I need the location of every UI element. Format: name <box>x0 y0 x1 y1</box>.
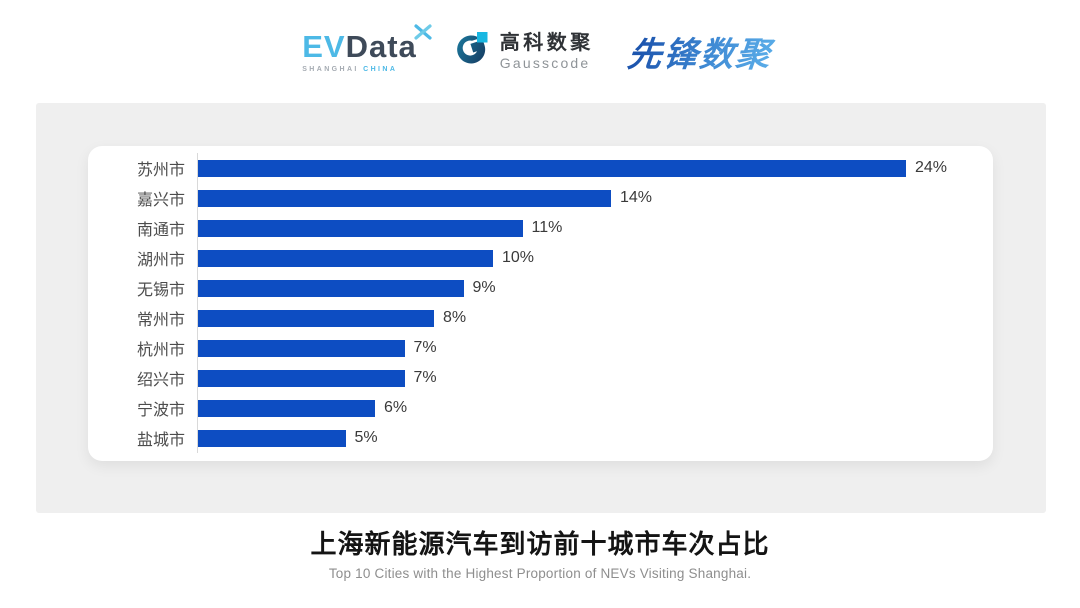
bar-zone: 14% <box>197 183 993 213</box>
chart-card: 苏州市 24% 嘉兴市 14% 南通市 11% 湖州市 10% 无锡市 9% 常州市 8% 杭州市 7% 绍… <box>88 146 993 461</box>
bar-zone: 24% <box>197 153 993 183</box>
chart-row: 嘉兴市 14% <box>88 183 993 213</box>
bar <box>198 249 493 267</box>
chart-row: 湖州市 10% <box>88 243 993 273</box>
category-label: 苏州市 <box>136 162 185 179</box>
bar <box>198 369 405 387</box>
value-label: 11% <box>531 219 563 236</box>
bar-zone: 7% <box>197 333 993 363</box>
gausscode-g-icon <box>451 29 491 74</box>
chart-row: 苏州市 24% <box>88 153 993 183</box>
evdata-data-text: Data <box>345 28 417 64</box>
value-label: 10% <box>502 249 535 266</box>
bar <box>198 309 434 327</box>
chart-row: 常州市 8% <box>88 303 993 333</box>
bar-chart: 苏州市 24% 嘉兴市 14% 南通市 11% 湖州市 10% 无锡市 9% 常州市 8% 杭州市 7% 绍… <box>88 153 993 453</box>
chart-row: 盐城市 5% <box>88 423 993 453</box>
gausscode-en-text: Gausscode <box>499 54 591 71</box>
bar-zone: 7% <box>197 363 993 393</box>
evdata-china-text: CHINA <box>363 65 398 73</box>
bar-zone: 11% <box>197 213 993 243</box>
value-label: 14% <box>620 189 653 206</box>
value-label: 5% <box>354 429 378 446</box>
bar-zone: 6% <box>197 393 993 423</box>
chart-row: 杭州市 7% <box>88 333 993 363</box>
chart-row: 宁波市 6% <box>88 393 993 423</box>
category-label: 杭州市 <box>136 342 185 359</box>
value-label: 7% <box>413 339 437 356</box>
gausscode-logo: 高科数聚 Gausscode <box>451 29 594 74</box>
category-label: 绍兴市 <box>136 372 185 389</box>
bar <box>198 159 906 177</box>
chart-row: 绍兴市 7% <box>88 363 993 393</box>
bar <box>198 339 405 357</box>
value-label: 9% <box>472 279 496 296</box>
category-label: 常州市 <box>136 312 185 329</box>
gausscode-text: 高科数聚 Gausscode <box>500 32 594 71</box>
bar <box>198 189 611 207</box>
evdata-wordmark: EVData <box>302 31 417 62</box>
category-label: 湖州市 <box>136 252 185 269</box>
bar-zone: 10% <box>197 243 993 273</box>
chart-subtitle: Top 10 Cities with the Highest Proportio… <box>328 565 752 581</box>
bar-zone: 5% <box>197 423 993 453</box>
bar-zone: 9% <box>197 273 993 303</box>
chart-row: 南通市 11% <box>88 213 993 243</box>
xianfeng-logo: 先锋数聚 <box>625 27 780 76</box>
value-label: 24% <box>915 159 948 176</box>
footer: 上海新能源汽车到访前十城市车次占比 Top 10 Cities with the… <box>0 528 1080 581</box>
header-logos: EVData SHANGHAI CHINA <box>0 0 1080 103</box>
bar <box>198 429 346 447</box>
evdata-subtext: SHANGHAI CHINA <box>302 66 417 73</box>
value-label: 8% <box>443 309 467 326</box>
bar <box>198 399 375 417</box>
bar <box>198 279 464 297</box>
gausscode-cn-text: 高科数聚 <box>499 31 594 54</box>
value-label: 7% <box>413 369 437 386</box>
value-label: 6% <box>384 399 408 416</box>
category-label: 嘉兴市 <box>136 192 185 209</box>
bar-zone: 8% <box>197 303 993 333</box>
bar <box>198 219 523 237</box>
evdata-ev-text: EV <box>302 28 346 64</box>
category-label: 无锡市 <box>136 282 185 299</box>
category-label: 盐城市 <box>136 432 185 449</box>
evdata-logo: EVData SHANGHAI CHINA <box>302 23 432 73</box>
evdata-cross-icon <box>413 22 433 46</box>
category-label: 宁波市 <box>136 402 185 419</box>
category-label: 南通市 <box>136 222 185 239</box>
chart-row: 无锡市 9% <box>88 273 993 303</box>
evdata-shanghai-text: SHANGHAI <box>302 65 359 73</box>
chart-title: 上海新能源汽车到访前十城市车次占比 <box>310 529 770 559</box>
